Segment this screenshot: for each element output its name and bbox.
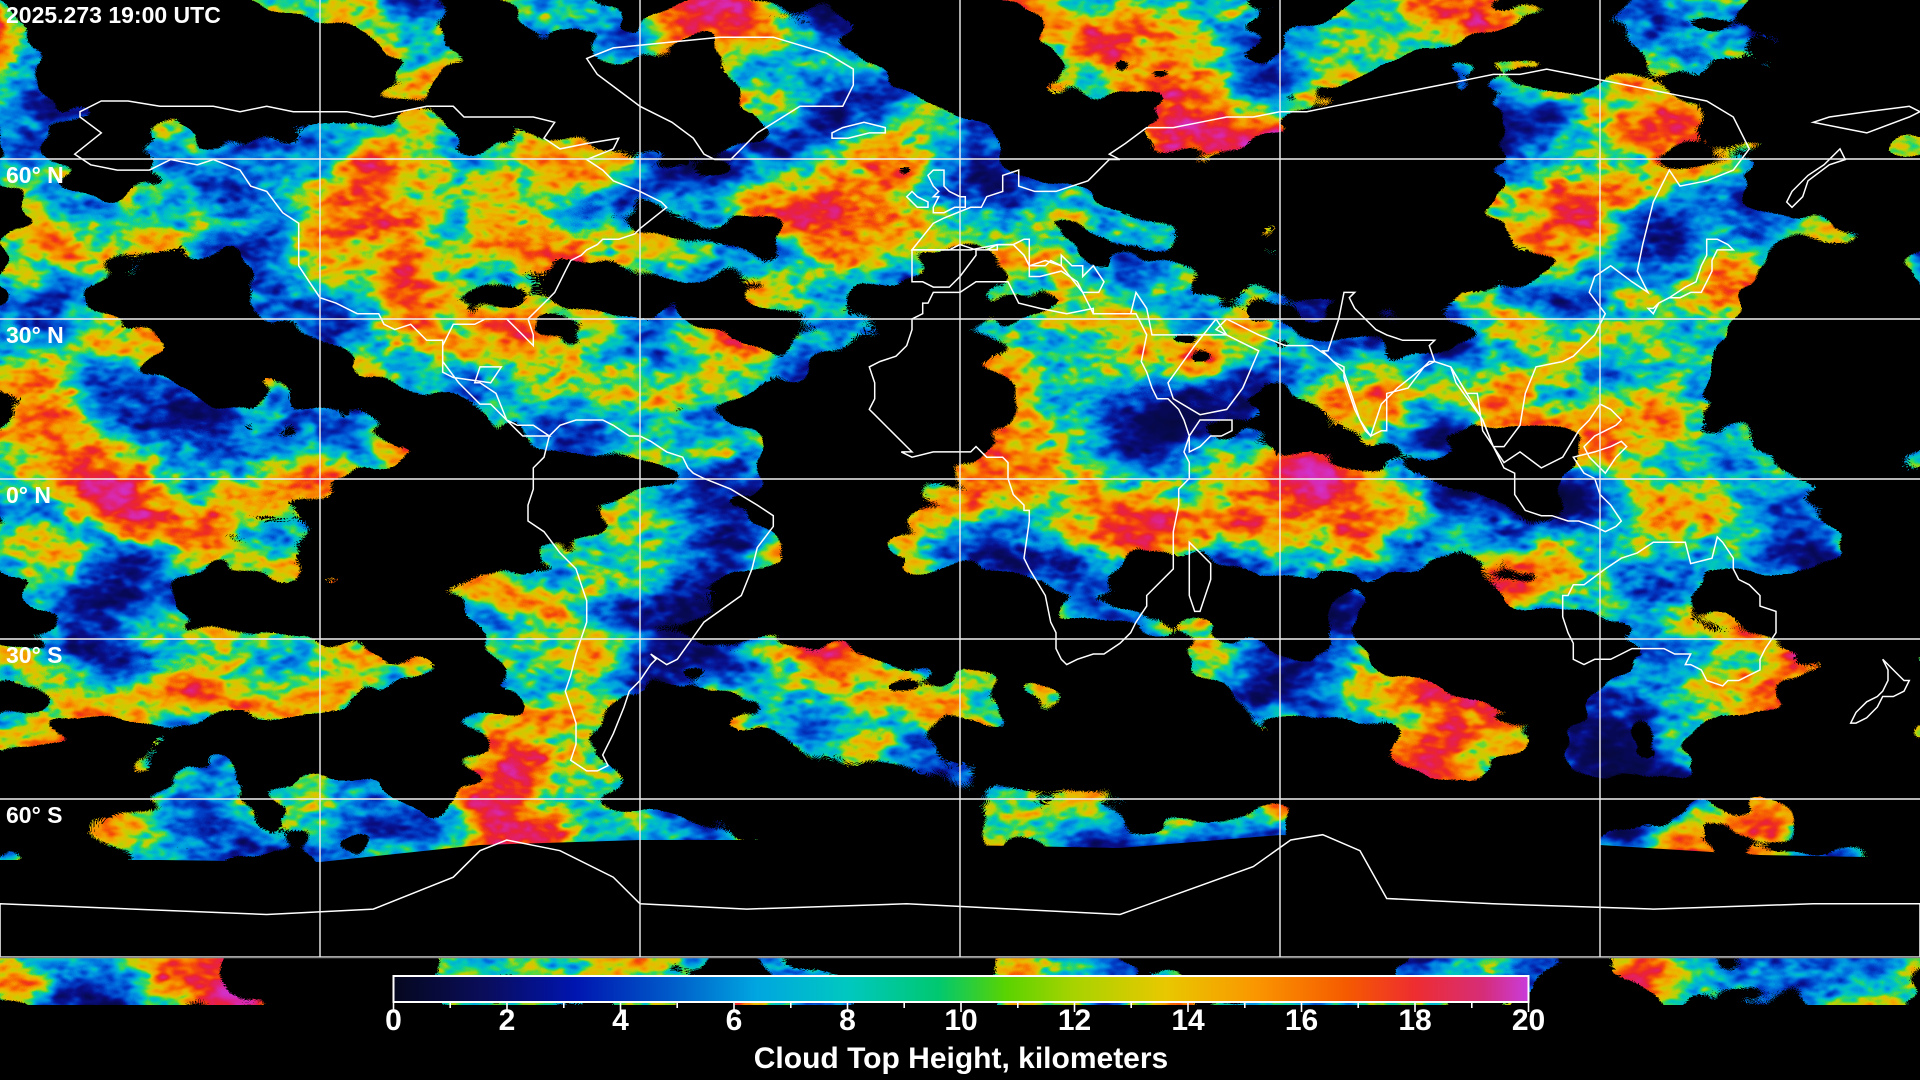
svg-text:4: 4 xyxy=(612,1004,629,1037)
svg-text:20: 20 xyxy=(1512,1004,1545,1037)
svg-text:18: 18 xyxy=(1398,1004,1431,1037)
svg-text:6: 6 xyxy=(726,1004,743,1037)
svg-text:2025.273 19:00 UTC: 2025.273 19:00 UTC xyxy=(6,2,221,28)
svg-text:0° N: 0° N xyxy=(6,482,51,508)
svg-text:2: 2 xyxy=(499,1004,516,1037)
svg-text:10: 10 xyxy=(944,1004,977,1037)
svg-text:14: 14 xyxy=(1171,1004,1205,1037)
svg-text:30° N: 30° N xyxy=(6,322,64,348)
svg-text:30° S: 30° S xyxy=(6,642,63,668)
svg-text:16: 16 xyxy=(1285,1004,1318,1037)
svg-text:12: 12 xyxy=(1058,1004,1091,1037)
svg-text:60° N: 60° N xyxy=(6,162,64,188)
svg-text:0: 0 xyxy=(385,1004,402,1037)
svg-text:Cloud Top Height, kilometers: Cloud Top Height, kilometers xyxy=(754,1042,1168,1075)
svg-text:60° S: 60° S xyxy=(6,802,63,828)
svg-text:8: 8 xyxy=(839,1004,856,1037)
